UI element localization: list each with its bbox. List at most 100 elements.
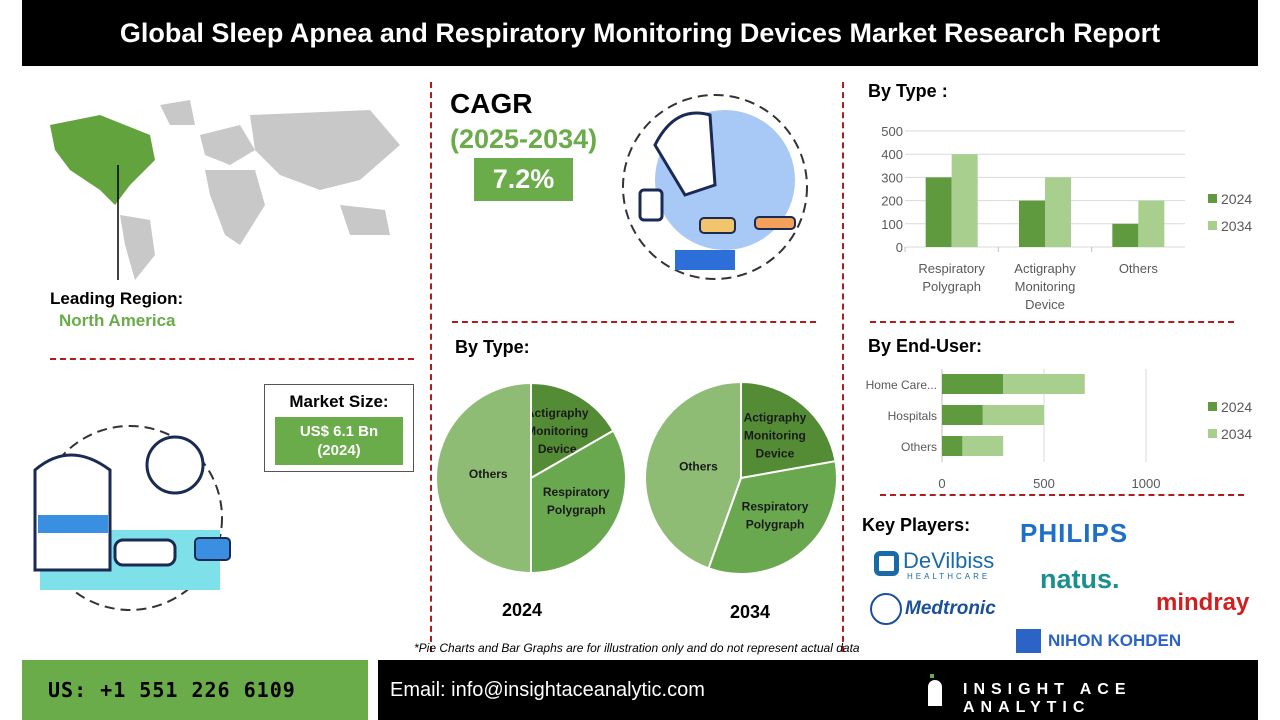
pie-slice [707, 460, 838, 575]
pie-label: Respiratory [742, 499, 809, 513]
y-tick-label: 0 [896, 240, 903, 255]
cagr-label: CAGR [450, 88, 533, 119]
pie-slice [530, 381, 615, 480]
x-tick-label: 500 [1033, 476, 1055, 491]
x-tick-label: Others [1119, 261, 1159, 276]
legend-label: 2024 [1221, 399, 1252, 415]
divider [452, 321, 816, 323]
footer-brand: INSIGHT ACE ANALYTIC [963, 681, 1132, 716]
pie-charts: Actigraphy Monitoring Device Respiratory Pol… [435, 380, 838, 575]
bar-2024 [942, 405, 983, 425]
brand-logo-icon [928, 674, 942, 706]
pie-label: Monitoring [526, 424, 588, 438]
medtronic-icon [870, 593, 902, 625]
bar-2034 [982, 405, 1044, 425]
devilbiss-icon [874, 551, 899, 576]
pie-slice [530, 429, 627, 575]
y-tick-label: 200 [881, 194, 903, 209]
y-tick-label: 400 [881, 147, 903, 162]
market-size-value: US$ 6.1 Bn [299, 423, 379, 440]
leading-region-value: North America [59, 311, 176, 330]
bar-2034 [1003, 374, 1085, 394]
bar-2024 [942, 436, 963, 456]
y-tick-label: Home Care... [866, 378, 937, 392]
by-end-user-bar-chart: 0 500 1000 Home Care... Hospitals Others 2024 2… [866, 369, 1252, 491]
bar-2034 [951, 154, 978, 247]
logo-devilbiss: DeVilbiss [903, 548, 995, 573]
divider [842, 82, 844, 652]
x-tick-label: Actigraphy [1014, 261, 1076, 276]
legend-swatch [1208, 429, 1217, 438]
cagr-value: 7.2% [474, 158, 573, 201]
legend-swatch [1208, 194, 1217, 203]
pie-slice [644, 380, 742, 570]
pie-label: Monitoring [744, 429, 806, 443]
leading-region-label: Leading Region: [50, 289, 184, 308]
divider [430, 82, 432, 652]
y-tick-label: 300 [881, 170, 903, 185]
x-tick-label: Device [1025, 297, 1065, 312]
logo-philips: PHILIPS [1020, 518, 1129, 548]
bar-2034 [1045, 177, 1071, 247]
pie-2024-title: 2024 [502, 600, 543, 620]
bar-2024 [1112, 223, 1139, 247]
bar-2024 [925, 177, 952, 247]
y-tick-label: 500 [881, 124, 903, 139]
x-tick-label: 1000 [1132, 476, 1161, 491]
nihon-kohden-icon [1016, 629, 1041, 653]
legend-label: 2024 [1221, 191, 1252, 207]
pie-label: Device [756, 447, 795, 461]
pie-label: Respiratory [543, 485, 610, 499]
logo-devilbiss-sub: HEALTHCARE [907, 572, 991, 581]
y-tick-label: Hospitals [888, 409, 937, 423]
legend-swatch [1208, 221, 1217, 230]
pie-slice [740, 380, 837, 480]
pie-label: Others [469, 467, 508, 481]
y-tick-label: Others [901, 440, 937, 454]
cpap-illustration [622, 94, 808, 280]
legend-label: 2034 [1221, 426, 1252, 442]
divider [870, 321, 1234, 323]
bar-2024 [942, 374, 1004, 394]
logo-nihon-kohden: NIHON KOHDEN [1048, 631, 1182, 650]
pie-label: Actigraphy [526, 406, 589, 420]
by-type-bar-heading: By Type : [868, 81, 948, 101]
market-size-label: Market Size: [289, 392, 389, 411]
bar-2034 [962, 436, 1004, 456]
divider [880, 494, 1244, 496]
cagr-period: (2025-2034) [450, 124, 598, 154]
by-end-user-heading: By End-User: [868, 336, 983, 356]
bar-2024 [1019, 200, 1045, 247]
logo-medtronic: Medtronic [905, 598, 996, 619]
legend-label: 2034 [1221, 218, 1252, 234]
patient-illustration [33, 425, 231, 611]
y-tick-label: 100 [881, 217, 903, 232]
x-tick-label: Monitoring [1015, 279, 1076, 294]
footer-phone: US: +1 551 226 6109 [22, 660, 368, 720]
x-tick-label: Polygraph [922, 279, 981, 294]
pie-2034-title: 2034 [730, 602, 771, 622]
market-size-box: Market Size: US$ 6.1 Bn (2024) [264, 384, 414, 472]
x-tick-label: 0 [938, 476, 945, 491]
world-map [50, 100, 400, 280]
disclaimer: *Pie Charts and Bar Graphs are for illus… [414, 641, 860, 655]
footer-email[interactable]: Email: info@insightaceanalytic.com [390, 679, 705, 701]
legend-swatch [1208, 402, 1217, 411]
logo-mindray: mindray [1156, 589, 1250, 616]
page-title: Global Sleep Apnea and Respiratory Monit… [22, 0, 1258, 66]
logo-natus: natus. [1040, 564, 1120, 594]
market-size-year: (2024) [317, 442, 361, 459]
x-tick-label: Respiratory [918, 261, 985, 276]
divider [50, 358, 414, 360]
pie-label: Others [679, 460, 718, 474]
pie-label: Device [538, 442, 577, 456]
pie-label: Actigraphy [744, 411, 807, 425]
pie-slice [435, 381, 532, 575]
key-players-heading: Key Players: [862, 515, 971, 535]
by-type-pie-heading: By Type: [455, 337, 530, 357]
pie-label: Polygraph [547, 503, 606, 517]
by-type-bar-chart: 0 100 200 300 400 500 Respiratory Polygraph Acti… [881, 124, 1252, 312]
footer-bar: Email: info@insightaceanalytic.com INSIG… [378, 660, 1258, 720]
bar-2034 [1138, 200, 1165, 247]
pie-label: Polygraph [746, 517, 805, 531]
